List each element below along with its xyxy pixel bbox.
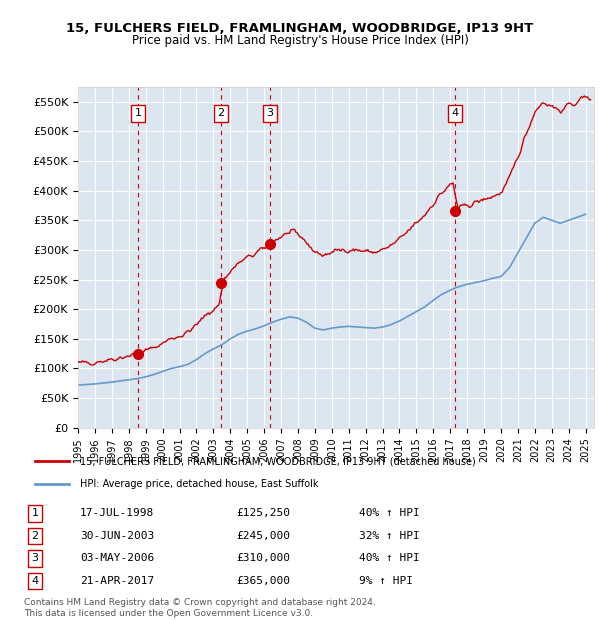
Text: Price paid vs. HM Land Registry's House Price Index (HPI): Price paid vs. HM Land Registry's House … <box>131 34 469 47</box>
Text: Contains HM Land Registry data © Crown copyright and database right 2024.
This d: Contains HM Land Registry data © Crown c… <box>24 598 376 618</box>
Text: £365,000: £365,000 <box>236 576 290 586</box>
Text: 40% ↑ HPI: 40% ↑ HPI <box>359 554 419 564</box>
Text: 32% ↑ HPI: 32% ↑ HPI <box>359 531 419 541</box>
Text: £125,250: £125,250 <box>236 508 290 518</box>
Text: 21-APR-2017: 21-APR-2017 <box>80 576 154 586</box>
Text: 17-JUL-1998: 17-JUL-1998 <box>80 508 154 518</box>
Text: 15, FULCHERS FIELD, FRAMLINGHAM, WOODBRIDGE, IP13 9HT (detached house): 15, FULCHERS FIELD, FRAMLINGHAM, WOODBRI… <box>80 456 476 466</box>
Text: 4: 4 <box>452 108 458 118</box>
Text: 3: 3 <box>32 554 38 564</box>
Text: 2: 2 <box>218 108 224 118</box>
Text: 9% ↑ HPI: 9% ↑ HPI <box>359 576 413 586</box>
Text: 40% ↑ HPI: 40% ↑ HPI <box>359 508 419 518</box>
Text: £310,000: £310,000 <box>236 554 290 564</box>
Text: £245,000: £245,000 <box>236 531 290 541</box>
Text: 1: 1 <box>134 108 142 118</box>
Text: 30-JUN-2003: 30-JUN-2003 <box>80 531 154 541</box>
Text: 15, FULCHERS FIELD, FRAMLINGHAM, WOODBRIDGE, IP13 9HT: 15, FULCHERS FIELD, FRAMLINGHAM, WOODBRI… <box>67 22 533 35</box>
Text: 2: 2 <box>32 531 39 541</box>
Text: 4: 4 <box>32 576 39 586</box>
Text: 3: 3 <box>266 108 273 118</box>
Text: 1: 1 <box>32 508 38 518</box>
Text: HPI: Average price, detached house, East Suffolk: HPI: Average price, detached house, East… <box>80 479 319 489</box>
Text: 03-MAY-2006: 03-MAY-2006 <box>80 554 154 564</box>
